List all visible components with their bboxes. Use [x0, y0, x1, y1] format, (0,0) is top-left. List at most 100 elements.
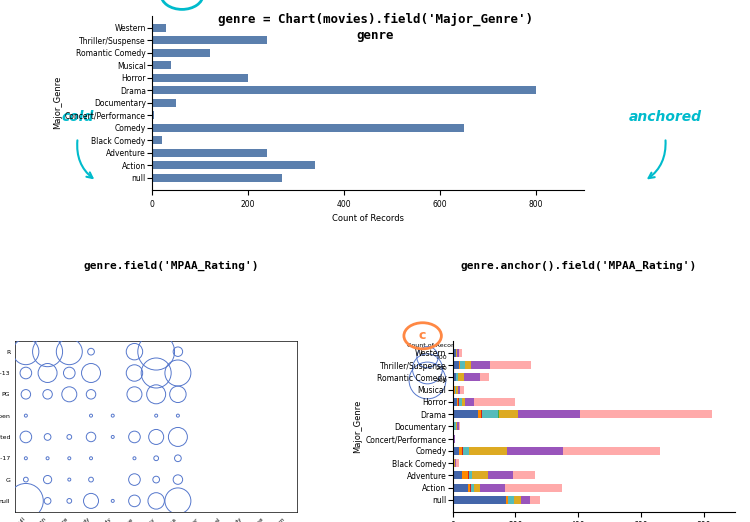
Bar [530, 496, 539, 504]
Bar [474, 483, 480, 492]
Legend: 100, 200, 300: 100, 200, 300 [405, 341, 464, 386]
Point [85, 411, 97, 420]
Bar [458, 398, 462, 406]
Point [128, 433, 140, 441]
Bar [453, 447, 459, 455]
Bar [481, 410, 482, 418]
Point [20, 497, 32, 505]
Text: genre = Chart(movies).field('Major_Genre'): genre = Chart(movies).field('Major_Genre… [217, 13, 532, 27]
Point [85, 454, 97, 462]
X-axis label: Count of Records: Count of Records [332, 214, 404, 223]
Point [85, 476, 97, 484]
Point [150, 497, 162, 505]
Bar [456, 459, 459, 467]
Bar [474, 398, 515, 406]
Bar [457, 373, 458, 381]
Bar [471, 361, 490, 369]
Bar [464, 373, 480, 381]
Bar [453, 496, 506, 504]
Bar [458, 373, 464, 381]
Bar [469, 447, 506, 455]
Bar [152, 61, 171, 69]
Point [172, 348, 184, 356]
Bar [563, 447, 660, 455]
Point [63, 497, 75, 505]
Bar [465, 398, 474, 406]
Bar [488, 471, 513, 479]
Point [150, 433, 162, 441]
Bar [453, 373, 456, 381]
Point [63, 476, 75, 484]
Point [150, 454, 162, 462]
Y-axis label: Major_Genre: Major_Genre [353, 400, 362, 453]
Point [128, 348, 140, 356]
Bar [458, 386, 460, 394]
Bar [478, 410, 481, 418]
Point [106, 497, 118, 505]
Bar [506, 447, 563, 455]
Point [172, 476, 184, 484]
Point [41, 369, 53, 377]
Bar [506, 496, 508, 504]
Bar [453, 386, 454, 394]
Point [63, 390, 75, 398]
Bar [152, 36, 267, 44]
Point [63, 433, 75, 441]
Bar [472, 471, 488, 479]
Bar [460, 386, 464, 394]
Bar [453, 361, 459, 369]
Point [150, 390, 162, 398]
Text: a: a [178, 0, 186, 1]
Bar [152, 124, 464, 132]
Point [85, 390, 97, 398]
Point [106, 411, 118, 420]
Bar [499, 410, 517, 418]
Point [41, 433, 53, 441]
Point [20, 454, 32, 462]
Point [128, 454, 140, 462]
Bar [505, 483, 562, 492]
Point [20, 390, 32, 398]
Text: genre.anchor().field('MPAA_Rating'): genre.anchor().field('MPAA_Rating') [460, 260, 697, 270]
Point [41, 454, 53, 462]
Bar [580, 410, 712, 418]
Bar [152, 174, 282, 182]
Bar [462, 398, 465, 406]
Point [63, 454, 75, 462]
Text: cold: cold [62, 110, 94, 124]
Point [41, 476, 53, 484]
Bar [460, 361, 465, 369]
Text: anchored: anchored [628, 110, 702, 124]
Bar [457, 386, 458, 394]
Point [128, 497, 140, 505]
Point [63, 369, 75, 377]
Point [85, 497, 97, 505]
Bar [152, 49, 210, 57]
Bar [458, 422, 460, 430]
Point [85, 369, 97, 377]
Point [150, 369, 162, 377]
Bar [458, 349, 462, 357]
Bar [509, 496, 515, 504]
Bar [470, 483, 474, 492]
Point [63, 348, 75, 356]
Point [85, 348, 97, 356]
Bar [453, 410, 478, 418]
Text: c: c [419, 329, 426, 342]
Bar [453, 398, 458, 406]
Bar [459, 447, 462, 455]
Point [172, 411, 184, 420]
Bar [463, 447, 469, 455]
Point [128, 390, 140, 398]
Bar [518, 410, 580, 418]
Point [20, 348, 32, 356]
Bar [152, 23, 166, 32]
Point [20, 411, 32, 420]
Bar [457, 349, 458, 357]
Point [172, 390, 184, 398]
Point [41, 390, 53, 398]
Point [172, 433, 184, 441]
Point [20, 476, 32, 484]
Y-axis label: Major_Genre: Major_Genre [53, 76, 62, 129]
Bar [454, 386, 457, 394]
